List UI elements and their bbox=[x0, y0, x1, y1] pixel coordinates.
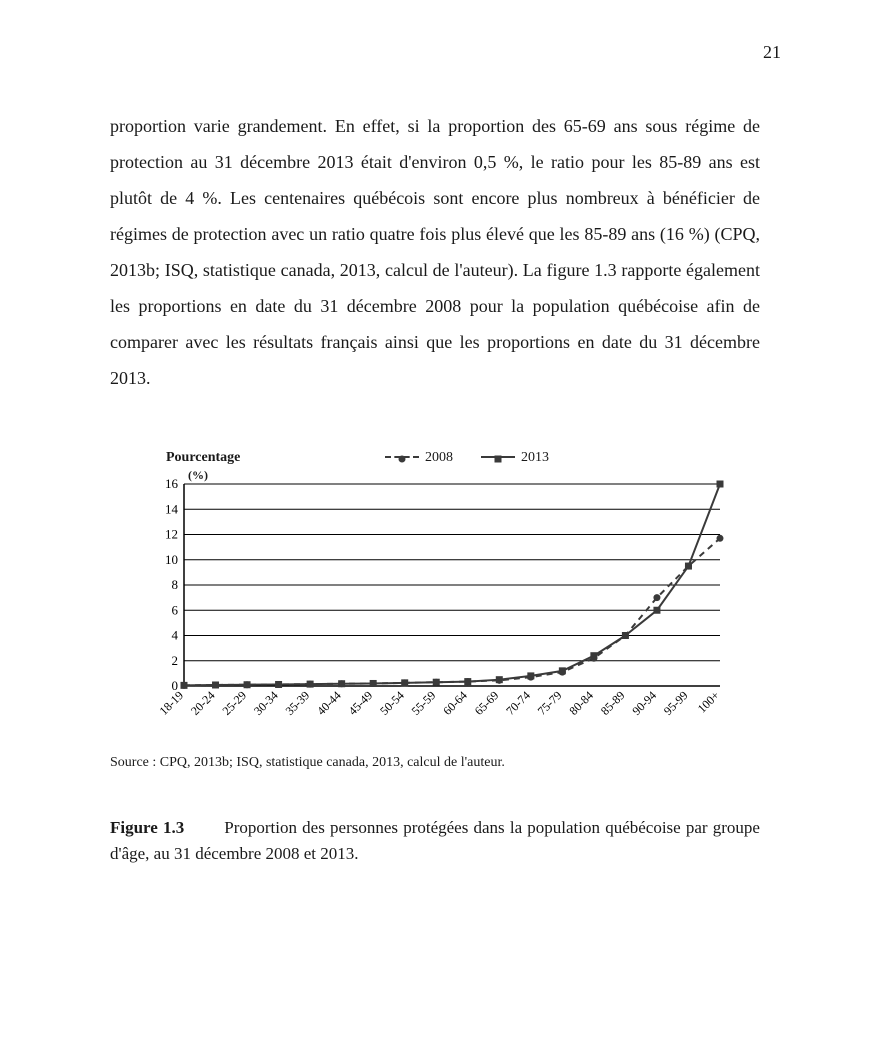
legend-label-2008: 2008 bbox=[425, 450, 453, 466]
svg-text:10: 10 bbox=[165, 552, 178, 567]
svg-text:12: 12 bbox=[165, 527, 178, 542]
svg-text:65-69: 65-69 bbox=[472, 688, 502, 718]
svg-text:14: 14 bbox=[165, 501, 179, 516]
chart-source: Source : CPQ, 2013b; ISQ, statistique ca… bbox=[110, 755, 505, 771]
svg-text:50-54: 50-54 bbox=[377, 688, 407, 718]
svg-text:8: 8 bbox=[172, 577, 179, 592]
chart-header: Pourcentage (%) 2008 2013 bbox=[150, 450, 730, 478]
svg-text:100+: 100+ bbox=[695, 688, 723, 716]
line-chart-svg: 024681012141618-1920-2425-2930-3435-3940… bbox=[150, 478, 730, 738]
svg-text:80-84: 80-84 bbox=[566, 688, 596, 718]
svg-text:6: 6 bbox=[172, 602, 179, 617]
figure-caption: Figure 1.3Proportion des personnes proté… bbox=[110, 815, 760, 866]
legend-item-2013: 2013 bbox=[481, 450, 549, 466]
svg-text:4: 4 bbox=[172, 628, 179, 643]
chart-plot: 024681012141618-1920-2425-2930-3435-3940… bbox=[150, 478, 730, 738]
chart-legend: 2008 2013 bbox=[385, 450, 549, 466]
legend-label-2013: 2013 bbox=[521, 450, 549, 466]
svg-text:40-44: 40-44 bbox=[314, 688, 344, 718]
svg-text:85-89: 85-89 bbox=[598, 688, 628, 718]
figure-label: Figure 1.3 bbox=[110, 818, 184, 837]
svg-text:18-19: 18-19 bbox=[156, 688, 186, 718]
page-number: 21 bbox=[763, 42, 781, 63]
svg-text:60-64: 60-64 bbox=[440, 688, 470, 718]
legend-swatch-2008 bbox=[385, 456, 419, 460]
svg-text:16: 16 bbox=[165, 478, 179, 491]
chart-figure: Pourcentage (%) 2008 2013 024681012141 bbox=[150, 450, 730, 738]
svg-text:30-34: 30-34 bbox=[251, 688, 281, 718]
svg-text:95-99: 95-99 bbox=[661, 688, 691, 718]
page: 21 proportion varie grandement. En effet… bbox=[0, 0, 871, 1038]
svg-text:2: 2 bbox=[172, 653, 179, 668]
svg-text:90-94: 90-94 bbox=[629, 688, 659, 718]
legend-swatch-2013 bbox=[481, 456, 515, 460]
svg-text:20-24: 20-24 bbox=[188, 688, 218, 718]
svg-text:45-49: 45-49 bbox=[346, 688, 376, 718]
svg-text:55-59: 55-59 bbox=[409, 688, 439, 718]
figure-caption-text: Proportion des personnes protégées dans … bbox=[110, 818, 760, 863]
y-axis-unit: (%) bbox=[188, 468, 208, 483]
svg-text:25-29: 25-29 bbox=[219, 688, 249, 718]
legend-item-2008: 2008 bbox=[385, 450, 453, 466]
y-axis-title: Pourcentage bbox=[166, 450, 240, 466]
body-paragraph: proportion varie grandement. En effet, s… bbox=[110, 108, 760, 396]
svg-text:70-74: 70-74 bbox=[503, 688, 533, 718]
svg-text:35-39: 35-39 bbox=[283, 688, 313, 718]
svg-text:75-79: 75-79 bbox=[535, 688, 565, 718]
